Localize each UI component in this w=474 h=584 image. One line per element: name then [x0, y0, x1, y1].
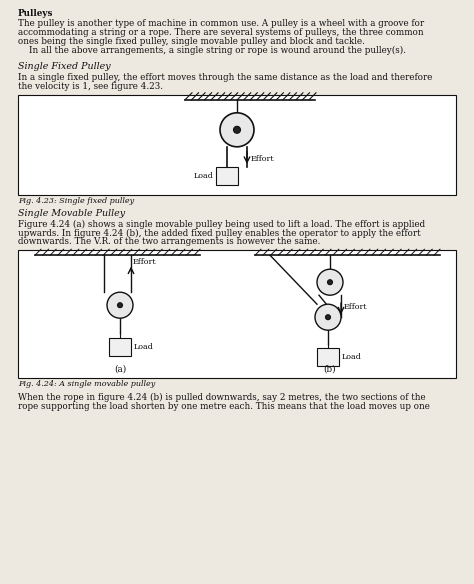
Text: Pulleys: Pulleys [18, 9, 54, 18]
Circle shape [234, 126, 240, 133]
Text: When the rope in figure 4.24 (b) is pulled downwards, say 2 metres, the two sect: When the rope in figure 4.24 (b) is pull… [18, 393, 426, 402]
Text: ones being the single fixed pulley, single movable pulley and block and tackle.: ones being the single fixed pulley, sing… [18, 37, 365, 46]
Text: downwards. The V.R. of the two arrangements is however the same.: downwards. The V.R. of the two arrangeme… [18, 238, 320, 246]
Circle shape [118, 303, 122, 308]
Text: Single Fixed Pulley: Single Fixed Pulley [18, 62, 110, 71]
Bar [109, 338, 131, 356]
Text: Single Movable Pulley: Single Movable Pulley [18, 209, 125, 218]
Circle shape [315, 304, 341, 330]
Text: Fig. 4.23: Single fixed pulley: Fig. 4.23: Single fixed pulley [18, 197, 134, 205]
Bar [18, 250, 456, 378]
Text: In all the above arrangements, a single string or rope is wound around the pulle: In all the above arrangements, a single … [18, 46, 406, 54]
Text: Load: Load [342, 353, 362, 361]
Text: accommodating a string or a rope. There are several systems of pulleys, the thre: accommodating a string or a rope. There … [18, 28, 424, 37]
Circle shape [328, 280, 332, 285]
Text: Effort: Effort [133, 258, 156, 266]
Text: Fig. 4.24: A single movable pulley: Fig. 4.24: A single movable pulley [18, 380, 155, 388]
Text: Load: Load [134, 343, 154, 351]
Text: Effort: Effort [251, 155, 274, 163]
Text: (a): (a) [114, 364, 126, 373]
Text: Effort: Effort [344, 303, 368, 311]
Circle shape [107, 292, 133, 318]
Text: Load: Load [193, 172, 213, 180]
Circle shape [317, 269, 343, 295]
Bar [216, 167, 238, 185]
Bar [18, 95, 456, 195]
Text: upwards. In figure 4.24 (b), the added fixed pulley enables the operator to appl: upwards. In figure 4.24 (b), the added f… [18, 228, 420, 238]
Text: rope supporting the load shorten by one metre each. This means that the load mov: rope supporting the load shorten by one … [18, 402, 430, 411]
Bar [317, 348, 339, 366]
Text: Figure 4.24 (a) shows a single movable pulley being used to lift a load. The eff: Figure 4.24 (a) shows a single movable p… [18, 220, 425, 229]
Text: (b): (b) [324, 364, 337, 373]
Circle shape [326, 315, 330, 319]
Circle shape [220, 113, 254, 147]
Text: The pulley is another type of machine in common use. A pulley is a wheel with a : The pulley is another type of machine in… [18, 19, 424, 28]
Text: In a single fixed pulley, the effort moves through the same distance as the load: In a single fixed pulley, the effort mov… [18, 73, 432, 82]
Text: the velocity is 1, see figure 4.23.: the velocity is 1, see figure 4.23. [18, 82, 163, 91]
